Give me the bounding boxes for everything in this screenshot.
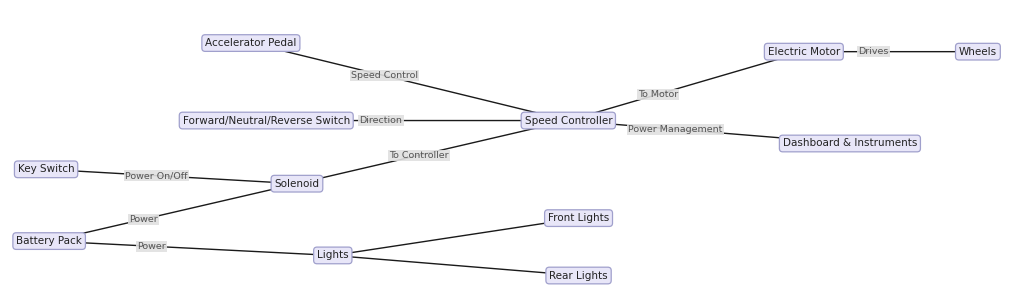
Text: To Controller: To Controller (389, 151, 449, 160)
Text: To Motor: To Motor (638, 90, 678, 99)
Text: Power On/Off: Power On/Off (125, 171, 187, 180)
Text: Power Management: Power Management (628, 125, 723, 134)
Text: Drives: Drives (858, 47, 889, 56)
Text: Accelerator Pedal: Accelerator Pedal (205, 38, 297, 48)
Text: Solenoid: Solenoid (274, 179, 319, 189)
Text: Speed Controller: Speed Controller (524, 116, 612, 125)
Text: Lights: Lights (317, 251, 348, 260)
Text: Wheels: Wheels (958, 47, 997, 57)
Text: Forward/Neutral/Reverse Switch: Forward/Neutral/Reverse Switch (182, 116, 350, 125)
Text: Power: Power (137, 242, 166, 251)
Text: Rear Lights: Rear Lights (549, 271, 608, 280)
Text: Key Switch: Key Switch (17, 164, 75, 174)
Text: Speed Control: Speed Control (350, 71, 418, 80)
Text: Front Lights: Front Lights (548, 213, 609, 223)
Text: Power: Power (129, 215, 158, 224)
Text: Battery Pack: Battery Pack (16, 236, 82, 246)
Text: Electric Motor: Electric Motor (768, 47, 840, 57)
Text: Dashboard & Instruments: Dashboard & Instruments (782, 139, 918, 148)
Text: Direction: Direction (359, 116, 402, 125)
